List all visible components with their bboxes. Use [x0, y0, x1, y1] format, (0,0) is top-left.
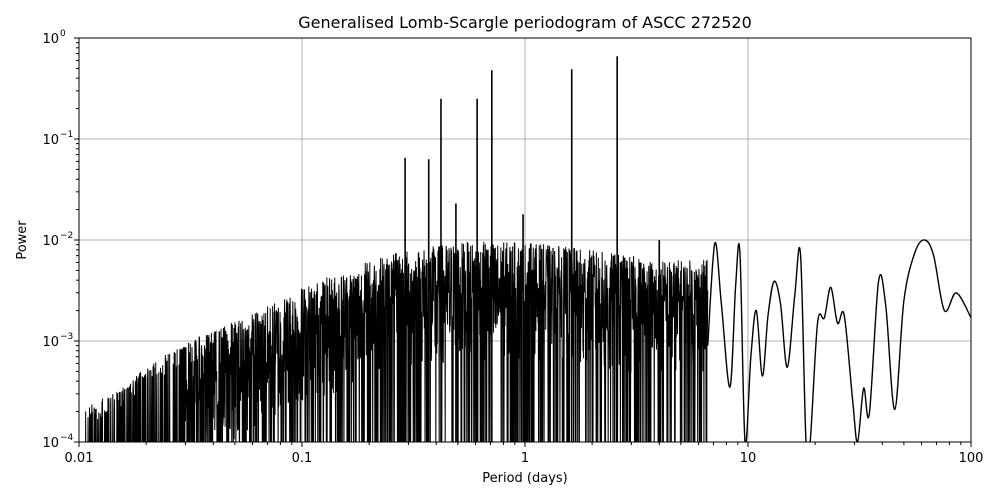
x-axis-label: Period (days) [482, 471, 568, 486]
x-tick-label: 10 [740, 451, 757, 466]
x-tick-label: 0.1 [292, 451, 313, 466]
periodogram-tail [707, 239, 971, 442]
x-axis-ticks: 0.01 0.1 1 10 100 [65, 442, 984, 466]
y-tick-label: 10 [42, 32, 59, 47]
y-tick-exponent: 0 [60, 29, 66, 39]
x-tick-label: 100 [959, 451, 984, 466]
periodogram-line [85, 56, 971, 442]
y-tick-exponent: −4 [60, 433, 74, 443]
x-tick-label: 1 [521, 451, 529, 466]
y-tick-label: 10 [42, 133, 59, 148]
plot-area [85, 56, 971, 442]
y-tick-exponent: −3 [60, 332, 73, 342]
y-tick-exponent: −2 [60, 231, 73, 241]
y-tick-label: 10 [42, 234, 59, 249]
y-tick-label: 10 [42, 436, 59, 451]
y-tick-exponent: −1 [60, 130, 73, 140]
x-tick-label: 0.01 [65, 451, 94, 466]
chart-title: Generalised Lomb-Scargle periodogram of … [298, 13, 752, 32]
y-tick-label: 10 [42, 335, 59, 350]
y-axis-label: Power [15, 220, 30, 260]
